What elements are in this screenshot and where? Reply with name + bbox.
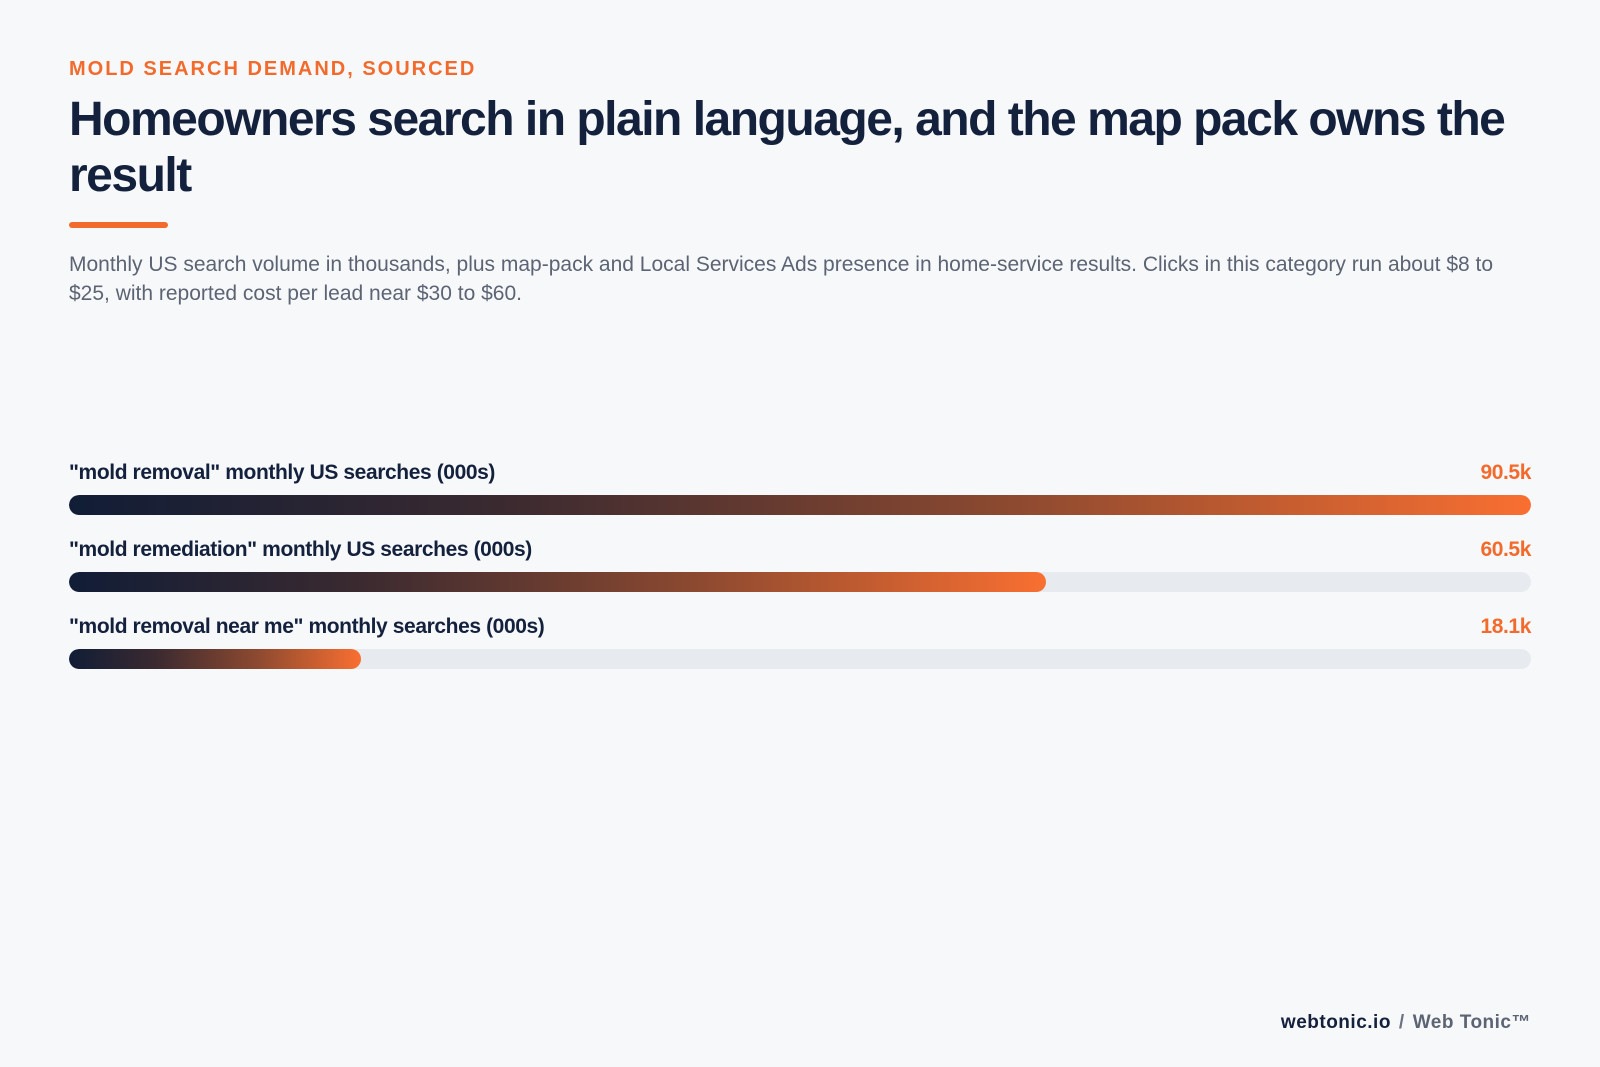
title-underline	[69, 222, 168, 228]
bar-value-label: 60.5k	[1480, 538, 1531, 561]
bar-track	[69, 572, 1531, 592]
bar-fill	[69, 649, 361, 669]
footer-credit: webtonic.io / Web Tonic™	[1281, 1012, 1531, 1034]
bar-row: "mold removal near me" monthly searches …	[69, 612, 1531, 689]
footer-name: Web Tonic™	[1412, 1012, 1531, 1033]
bar-label: "mold removal near me" monthly searches …	[69, 615, 545, 638]
bar-track	[69, 649, 1531, 669]
bar-value-label: 90.5k	[1480, 461, 1531, 484]
footer-separator: /	[1398, 1012, 1405, 1033]
bar-value-label: 18.1k	[1480, 615, 1531, 638]
eyebrow-label: MOLD SEARCH DEMAND, SOURCED	[69, 58, 477, 80]
bar-row: "mold removal" monthly US searches (000s…	[69, 458, 1531, 535]
bar-fill	[69, 572, 1046, 592]
chart-title: Homeowners search in plain language, and…	[69, 93, 1506, 202]
chart-subtitle: Monthly US search volume in thousands, p…	[69, 253, 1494, 305]
bar-label: "mold removal" monthly US searches (000s…	[69, 461, 496, 484]
bar-track	[69, 495, 1531, 515]
bar-chart: "mold removal" monthly US searches (000s…	[69, 458, 1531, 689]
bar-label: "mold remediation" monthly US searches (…	[69, 538, 532, 561]
bar-row: "mold remediation" monthly US searches (…	[69, 535, 1531, 612]
chart-card: MOLD SEARCH DEMAND, SOURCED Homeowners s…	[69, 0, 1531, 1067]
footer-brand: webtonic.io	[1280, 1012, 1391, 1033]
bar-fill	[69, 495, 1531, 515]
